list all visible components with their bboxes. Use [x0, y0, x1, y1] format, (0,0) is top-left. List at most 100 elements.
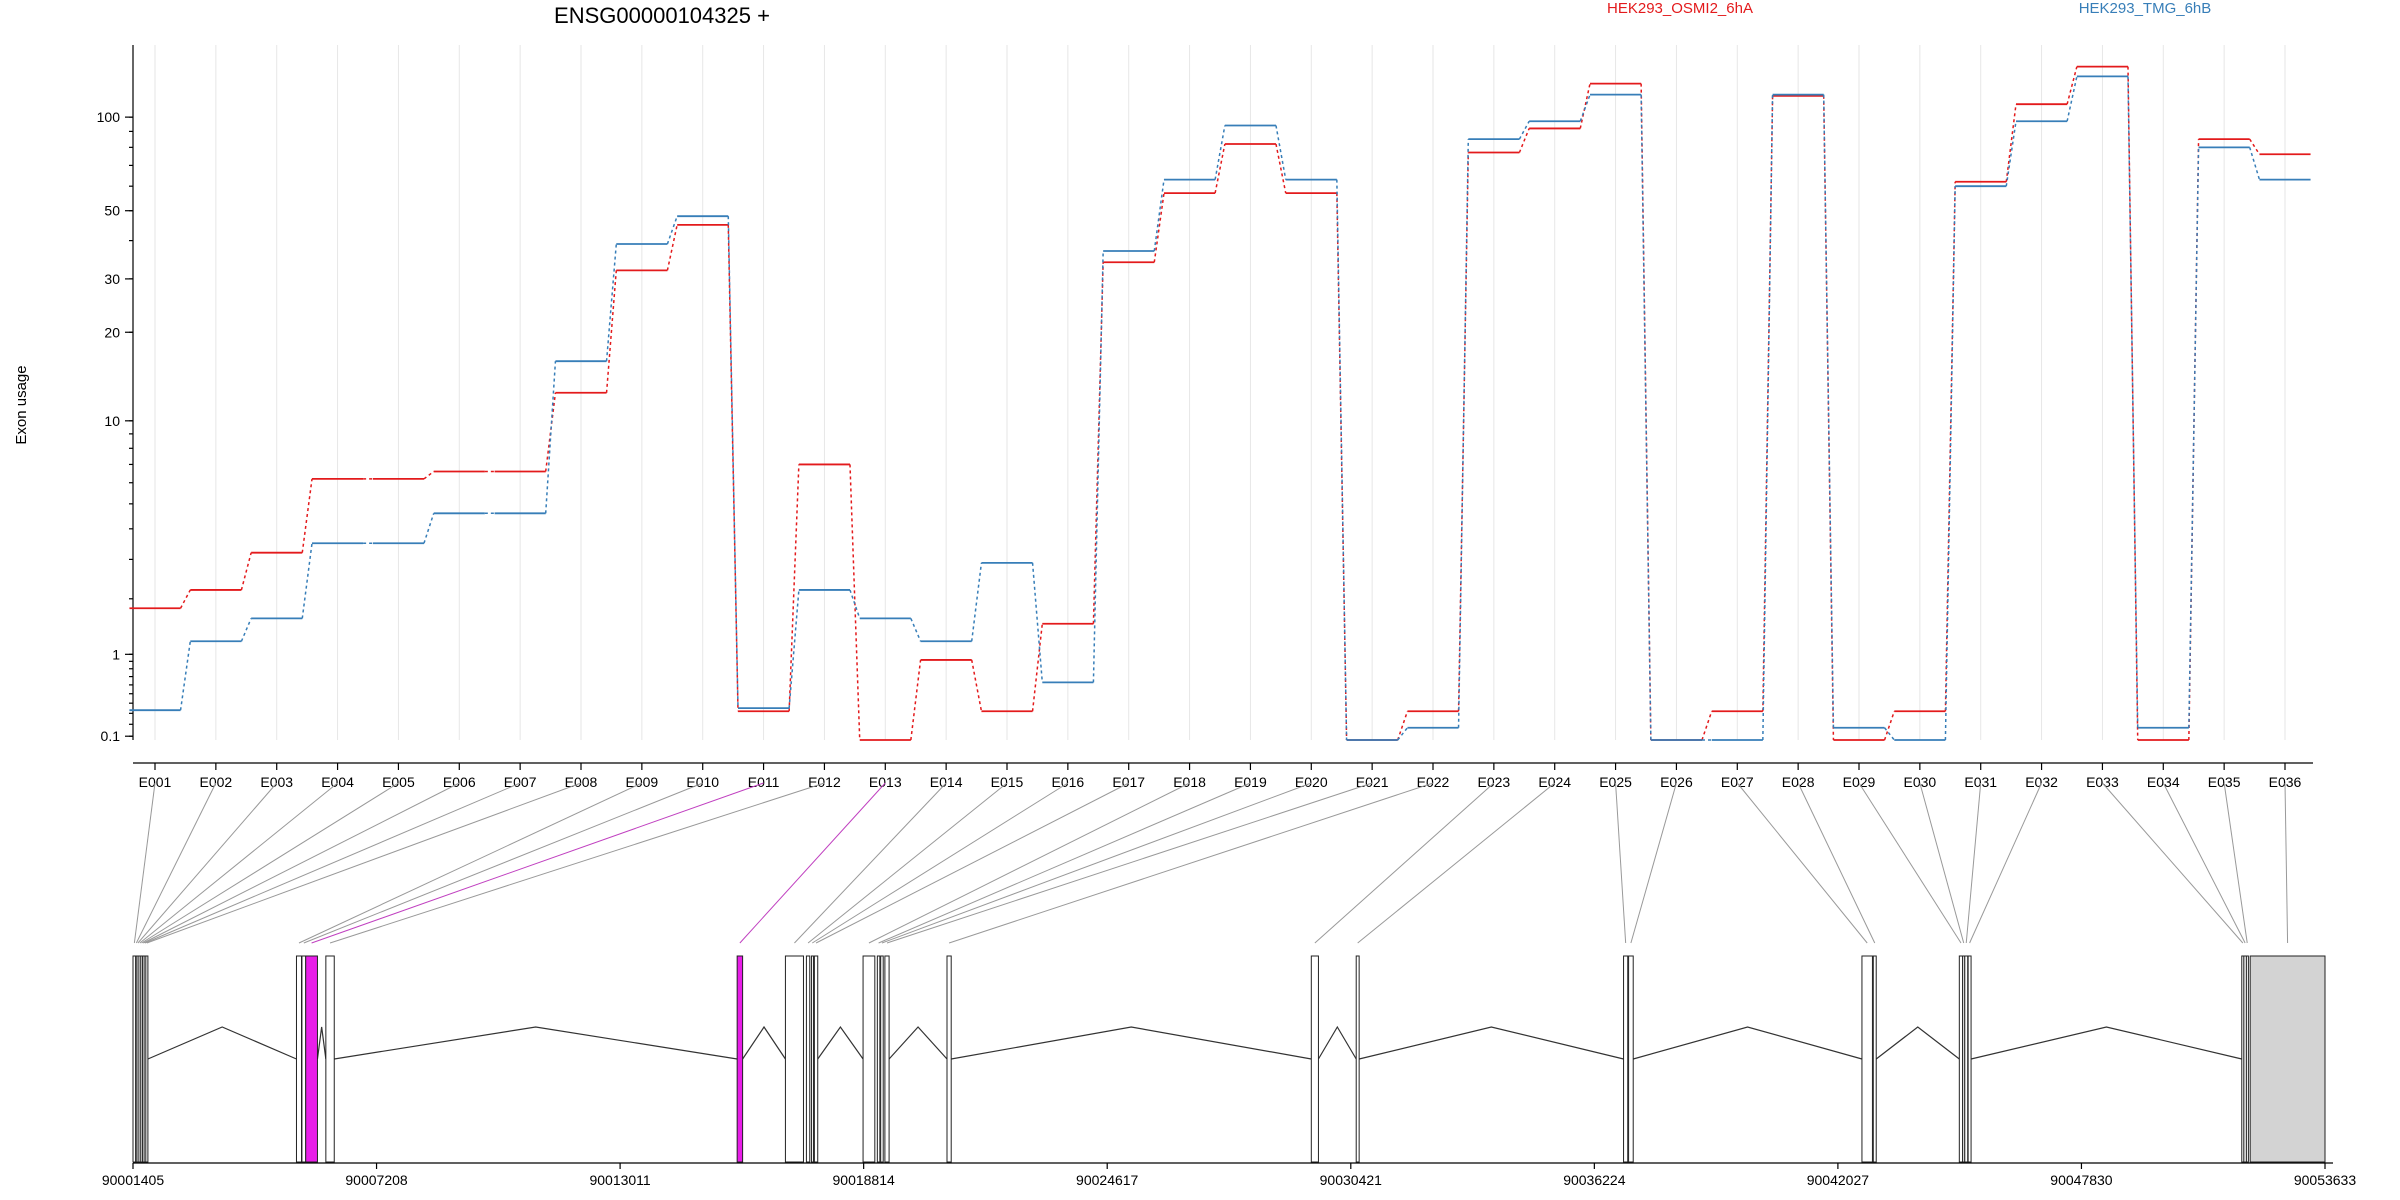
connector-e036 — [2284, 782, 2289, 944]
series-link — [666, 215, 678, 245]
x-tick-label-e006: E006 — [443, 774, 476, 790]
x-tick-label-e015: E015 — [991, 774, 1024, 790]
connector-e008 — [146, 782, 582, 944]
series-link — [2066, 66, 2078, 105]
exon-box-e022 — [946, 955, 952, 1163]
series-b — [129, 75, 2311, 741]
series-link — [849, 589, 861, 619]
series-link — [2005, 104, 2017, 182]
x-tick-label-e032: E032 — [2025, 774, 2058, 790]
exon-box-e014 — [784, 955, 804, 1163]
x-tick-label-e002: E002 — [200, 774, 233, 790]
series-link — [2188, 147, 2200, 728]
x-tick-label-e017: E017 — [1112, 774, 1145, 790]
exon-box-e025 — [1623, 955, 1629, 1163]
series-link — [788, 589, 800, 709]
series-link — [1275, 143, 1287, 194]
intron — [817, 1025, 864, 1060]
coord-tick-label: 90001405 — [102, 1172, 165, 1188]
intron — [1970, 1026, 2242, 1060]
legend-entry-series-a: HEK293_OSMI2_6hA — [1607, 0, 1753, 17]
exon-box-e013 — [736, 955, 744, 1163]
y-tick-label: 1 — [112, 646, 120, 662]
x-tick-label-e018: E018 — [1173, 774, 1206, 790]
intron — [1875, 1026, 1960, 1060]
connector-e021 — [886, 782, 1373, 944]
series-link — [240, 618, 252, 642]
exon-box-e016 — [810, 955, 814, 1163]
exon-box-e027 — [1861, 955, 1873, 1163]
connector-e033 — [2102, 782, 2244, 944]
connector-e027 — [1736, 782, 1868, 944]
x-tick-label-e023: E023 — [1478, 774, 1511, 790]
x-tick-label-e011: E011 — [748, 774, 780, 790]
connector-e017 — [815, 782, 1129, 944]
x-tick-label-e027: E027 — [1721, 774, 1754, 790]
connector-e013 — [739, 782, 886, 944]
series-link — [423, 470, 435, 480]
coord-tick-label: 90042027 — [1807, 1172, 1870, 1188]
intron — [888, 1026, 948, 1060]
series-link — [1944, 181, 1956, 712]
coord-tick-label: 90018814 — [833, 1172, 896, 1188]
connector-e006 — [143, 782, 460, 944]
series-link — [544, 392, 557, 472]
exon-box-e031 — [1964, 955, 1969, 1163]
series-link — [1822, 95, 1835, 741]
connector-e001 — [133, 782, 156, 944]
series-link — [2066, 76, 2078, 122]
x-tick-label-e021: E021 — [1356, 774, 1389, 790]
exon-box-e017 — [813, 955, 819, 1163]
x-tick-label-e014: E014 — [930, 774, 963, 790]
series-link — [1397, 727, 1409, 741]
series-link — [1579, 94, 1591, 122]
series-link — [1883, 710, 1896, 741]
series-link — [910, 659, 922, 741]
series-link — [2248, 147, 2261, 180]
connector-e031 — [1965, 782, 1982, 944]
grid — [154, 45, 2286, 740]
exon-box-e026 — [1628, 955, 1634, 1163]
exon-box-e010 — [301, 955, 307, 1163]
series-a — [129, 65, 2311, 741]
series-link — [1944, 186, 1956, 741]
series-link — [1336, 193, 1348, 741]
connector-e016 — [812, 782, 1069, 944]
x-tick-label-e031: E031 — [1964, 774, 1997, 790]
series-link — [2127, 76, 2139, 728]
connector-e007 — [144, 782, 521, 944]
connector-e019 — [878, 782, 1251, 944]
connector-e020 — [881, 782, 1312, 944]
series-link — [1031, 623, 1044, 712]
series-link — [1214, 125, 1226, 180]
exon-box-e032 — [1967, 955, 1972, 1163]
series-link — [727, 216, 739, 709]
connector-e018 — [868, 782, 1190, 944]
series-link — [2005, 121, 2017, 187]
series-link — [1031, 562, 1044, 683]
x-tick-label-e035: E035 — [2208, 774, 2241, 790]
exon-box-e018 — [862, 955, 876, 1163]
coord-tick-label: 90036224 — [1563, 1172, 1626, 1188]
x-tick-label-e034: E034 — [2147, 774, 2180, 790]
exon-box-e029 — [1958, 955, 1964, 1163]
series-link — [301, 478, 313, 553]
exon-box-e009 — [295, 955, 303, 1163]
x-tick-label-e024: E024 — [1538, 774, 1571, 790]
y-tick-label: 0.1 — [101, 728, 121, 744]
coord-tick-label: 90024617 — [1076, 1172, 1139, 1188]
series-link — [179, 641, 192, 711]
exon-box-e021 — [884, 955, 890, 1163]
x-tick-label-e026: E026 — [1660, 774, 1693, 790]
axes: 0.1 1 10 20 30 50 100 E001 E002 E003 E004 E005 E006 E… — [97, 45, 2313, 790]
series-link — [1214, 143, 1226, 194]
gene-model: 90001405 90007208 90013011 90018814 90024617… — [102, 955, 2357, 1188]
exon-box-e012 — [325, 955, 335, 1163]
coord-tick-label: 90053633 — [2294, 1172, 2357, 1188]
connector-e032 — [1969, 782, 2043, 944]
chart-title: ENSG00000104325 + — [554, 3, 770, 28]
exon-box-e035 — [2245, 955, 2249, 1163]
series-link — [179, 589, 191, 609]
series-link — [1518, 128, 1530, 153]
y-tick-label: 10 — [104, 413, 120, 429]
